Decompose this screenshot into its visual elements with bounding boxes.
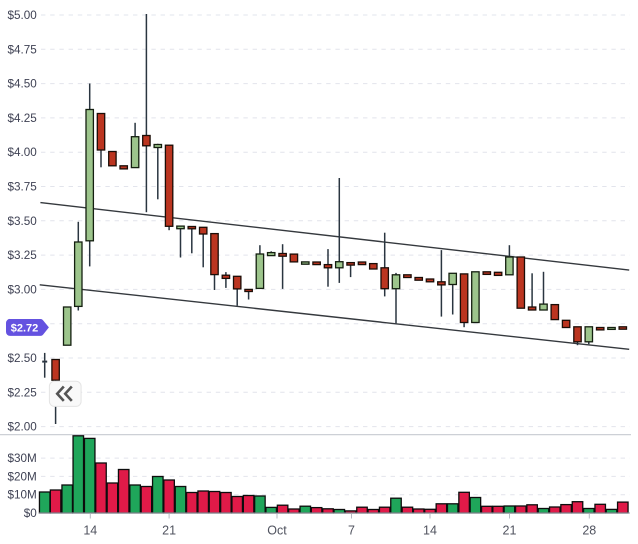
svg-text:28: 28 [582, 524, 596, 538]
svg-text:$0: $0 [24, 507, 38, 520]
svg-text:$3.75: $3.75 [8, 181, 38, 194]
svg-text:$5.00: $5.00 [8, 9, 38, 22]
svg-text:21: 21 [162, 524, 176, 538]
svg-text:$3.25: $3.25 [8, 249, 38, 262]
svg-text:$2.25: $2.25 [8, 386, 38, 399]
svg-text:$20M: $20M [8, 470, 37, 483]
svg-text:$4.75: $4.75 [8, 43, 38, 56]
svg-text:14: 14 [423, 524, 437, 538]
svg-text:$10M: $10M [8, 489, 37, 502]
svg-text:$2.00: $2.00 [8, 421, 38, 434]
svg-text:$3.50: $3.50 [8, 215, 38, 228]
svg-text:$4.50: $4.50 [8, 78, 38, 91]
svg-text:$3.00: $3.00 [8, 283, 38, 296]
svg-text:$4.25: $4.25 [8, 112, 38, 125]
svg-text:7: 7 [348, 524, 355, 538]
svg-text:$4.00: $4.00 [8, 146, 38, 159]
svg-text:$2.72: $2.72 [11, 323, 39, 335]
svg-text:$30M: $30M [8, 452, 37, 465]
svg-text:21: 21 [503, 524, 517, 538]
svg-text:$2.50: $2.50 [8, 352, 38, 365]
svg-text:14: 14 [83, 524, 97, 538]
svg-text:Oct: Oct [267, 524, 287, 538]
